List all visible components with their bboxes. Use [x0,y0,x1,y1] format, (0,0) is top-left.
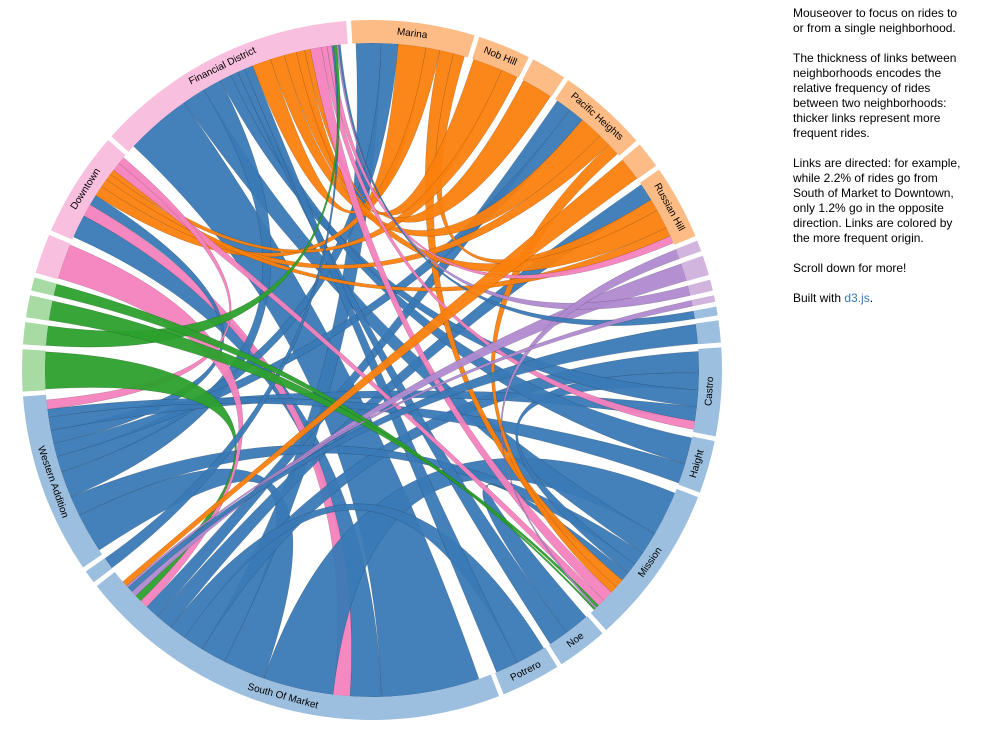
chord-link-47[interactable] [48,300,600,608]
chord-link-23[interactable] [244,65,518,673]
d3-link[interactable]: d3.js [844,291,870,305]
chord-link-3[interactable] [263,457,676,695]
chord-link-45[interactable] [104,44,339,569]
chord-link-18[interactable] [220,74,699,408]
chord-link-21[interactable] [47,397,686,484]
group-arc-russian-hill[interactable] [640,169,696,245]
directed-text: Links are directed: for example, while 2… [793,156,961,245]
group-arc-unlabeled-11[interactable] [695,320,721,345]
thickness-text: The thickness of links between neighborh… [793,51,957,140]
chord-link-34[interactable] [109,69,518,253]
group-arc-unlabeled-7[interactable] [681,255,709,282]
built-with-prefix: Built with [793,291,845,305]
group-arc-castro[interactable] [693,347,723,437]
group-label-castro: Castro [703,376,716,407]
group-arc-mission[interactable] [590,488,699,631]
built-with-text: Built with d3.js. [793,291,968,306]
group-arc-unlabeled-20[interactable] [22,349,46,392]
group-arc-unlabeled-4[interactable] [622,144,657,180]
group-label-marina: Marina [396,27,428,42]
group-arc-unlabeled-22[interactable] [25,295,53,321]
intro-text: Mouseover to focus on rides to or from a… [793,6,958,35]
chord-link-53[interactable] [122,159,638,587]
scroll-text: Scroll down for more! [793,261,907,275]
group-arc-unlabeled-9[interactable] [691,295,716,307]
group-arc-unlabeled-21[interactable] [22,322,49,347]
group-arc-nob-hill[interactable] [472,36,529,78]
group-arc-potrero[interactable] [495,647,558,695]
chord-link-31[interactable] [283,51,667,273]
sidebar: Mouseover to focus on rides to or from a… [793,6,968,321]
group-arc-pacific-heights[interactable] [555,80,637,156]
group-arc-noe[interactable] [549,616,603,665]
built-with-suffix: . [869,291,874,305]
group-arc-unlabeled-2[interactable] [522,59,565,97]
chord-link-20[interactable] [230,71,693,465]
chord-link-43[interactable] [131,263,687,597]
chord-link-49[interactable] [500,249,680,610]
group-arc-unlabeled-23[interactable] [31,277,57,296]
group-arc-unlabeled-18[interactable] [85,558,113,583]
chord-links[interactable] [44,42,700,698]
chord-link-39[interactable] [113,162,605,606]
group-arc-unlabeled-24[interactable] [35,234,71,280]
group-arc-financial-district[interactable] [111,20,348,152]
group-arc-haight[interactable] [678,436,715,493]
chord-link-22[interactable] [237,68,568,645]
chord-link-9[interactable] [146,100,571,617]
group-arc-unlabeled-10[interactable] [693,306,718,320]
group-arc-western-addition[interactable] [23,394,102,568]
chord-link-35[interactable] [304,48,551,223]
group-arc-unlabeled-6[interactable] [675,240,702,259]
group-arc-unlabeled-8[interactable] [687,279,713,296]
group-arc-south-of-market[interactable] [96,571,500,721]
group-arc-downtown[interactable] [51,140,126,240]
chord-link-25[interactable] [95,47,441,258]
chord-link-52[interactable] [53,283,596,611]
group-arc-marina[interactable] [351,20,475,58]
